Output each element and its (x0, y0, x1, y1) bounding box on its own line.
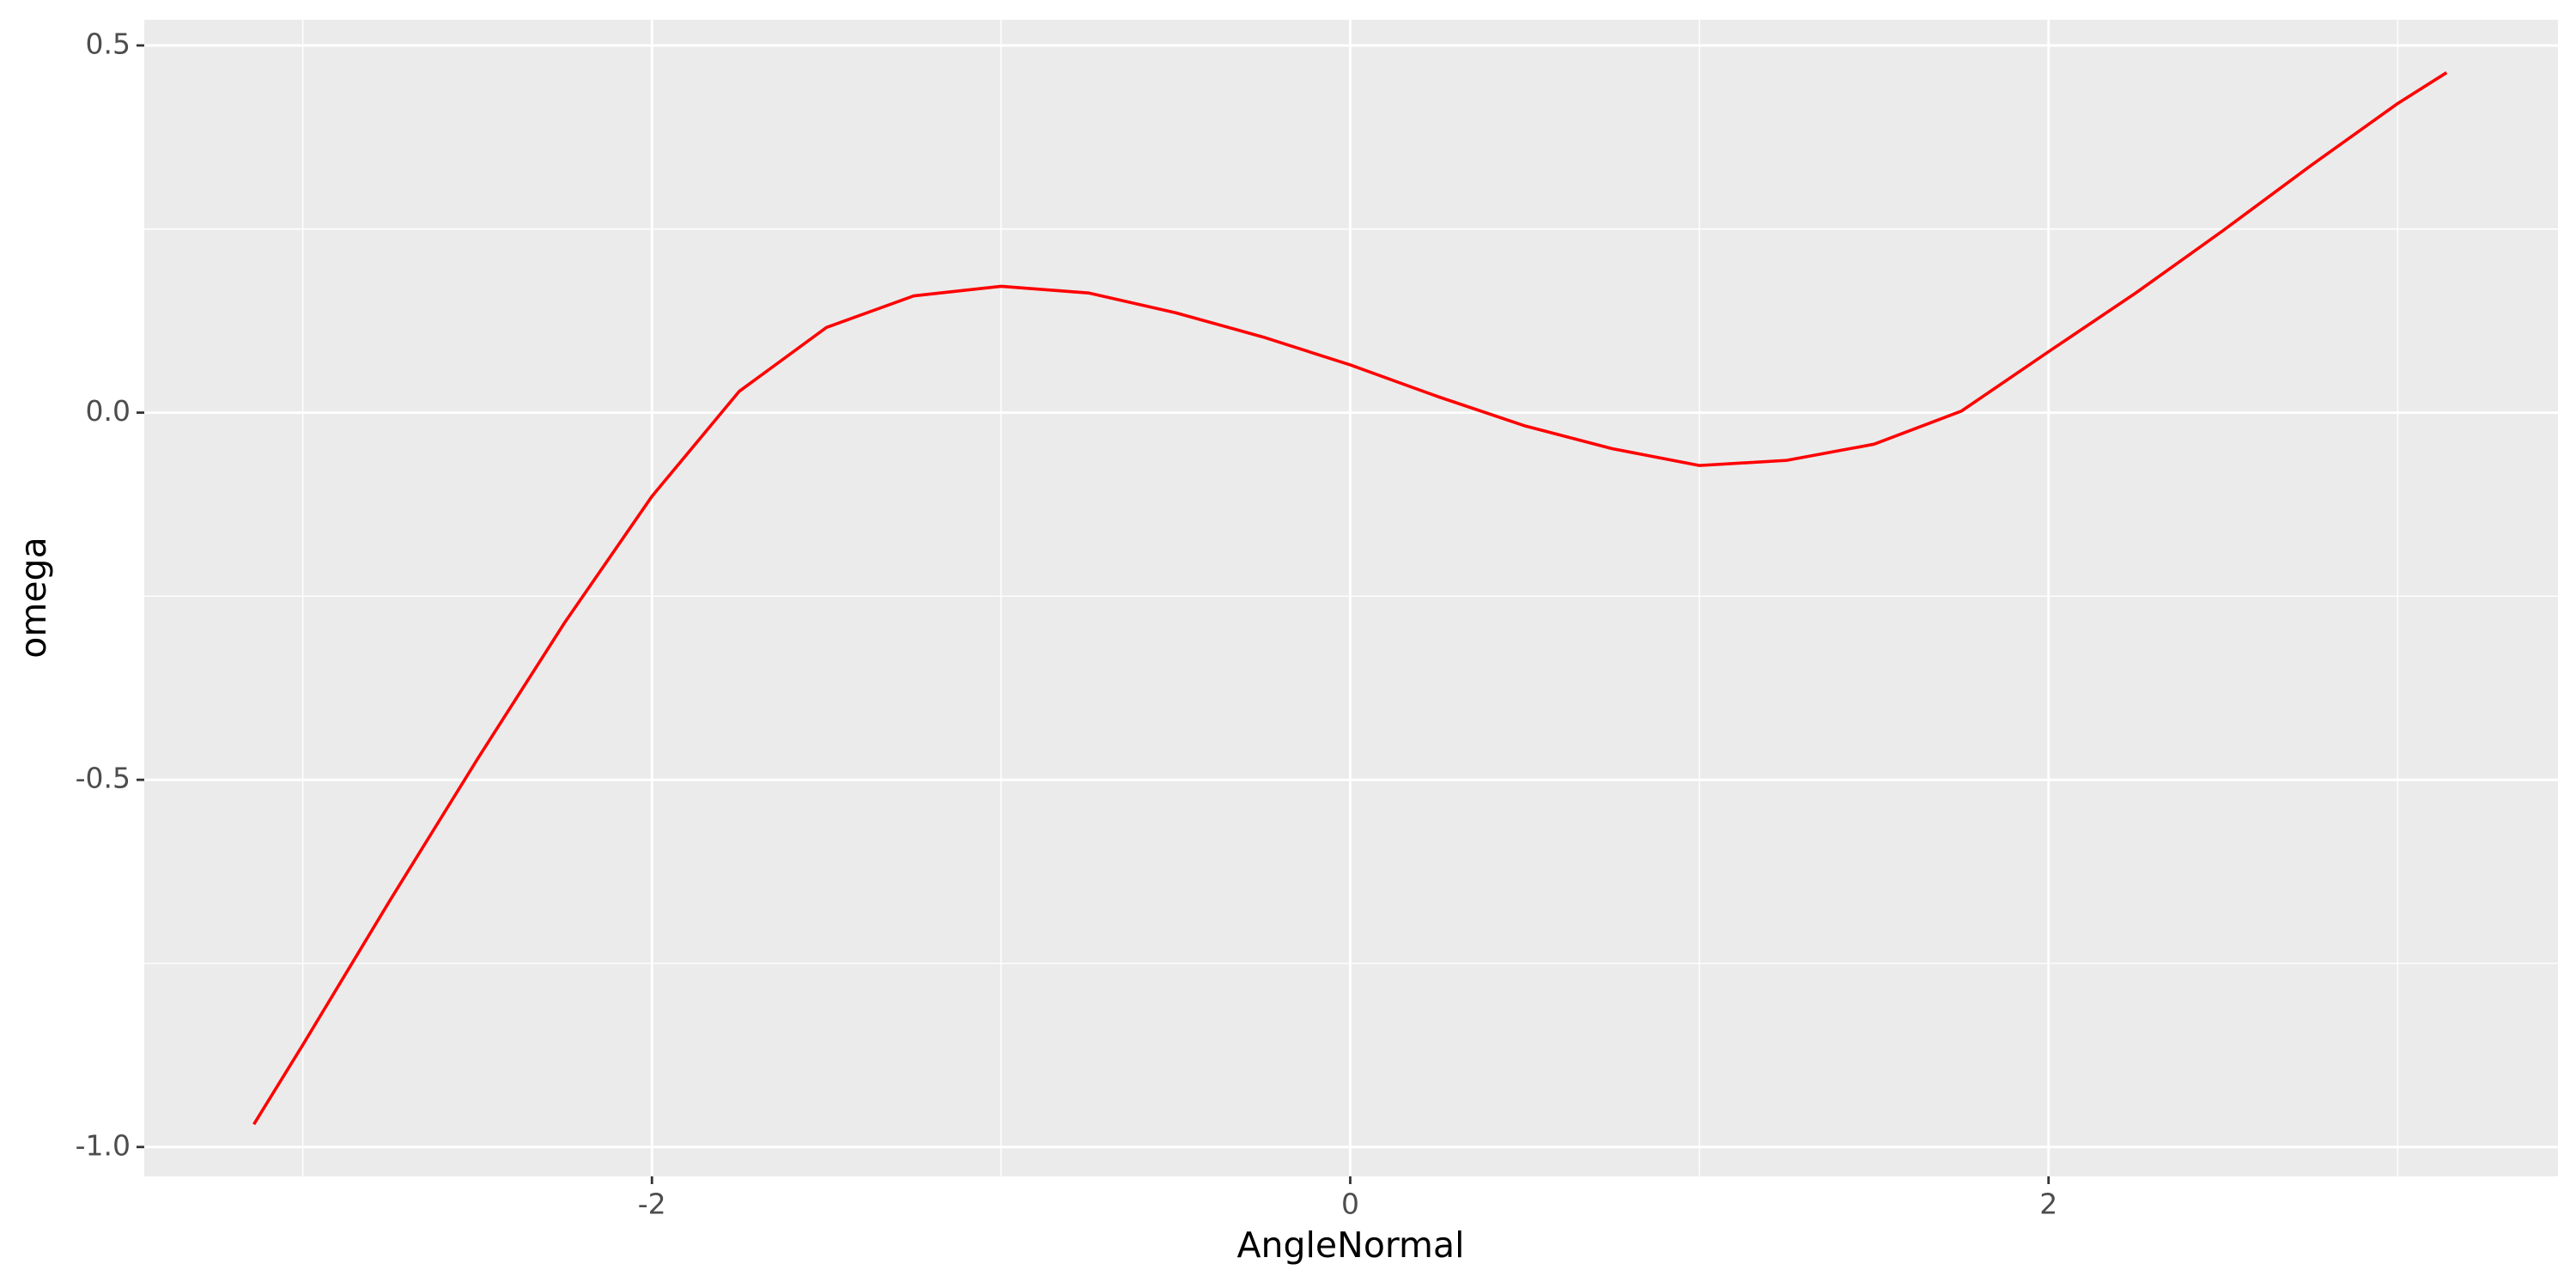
y-tick-label: 0.5 (86, 27, 131, 60)
y-tick-label: -1.0 (76, 1128, 131, 1162)
x-tick-label: -2 (638, 1188, 666, 1221)
x-axis-title: AngleNormal (1236, 1224, 1464, 1266)
grid (144, 20, 2558, 1176)
plot-area (252, 71, 2448, 1126)
x-tick-label: 0 (1341, 1188, 1359, 1221)
y-axis-title: omega (13, 537, 54, 658)
y-tick-label: -0.5 (76, 762, 131, 795)
x-tick-label: 2 (2039, 1188, 2057, 1221)
axes: -1.0 -0.5 0.0 0.5 -2 0 2 (76, 27, 2058, 1220)
data-line (252, 71, 2448, 1126)
y-tick-label: 0.0 (86, 394, 131, 428)
